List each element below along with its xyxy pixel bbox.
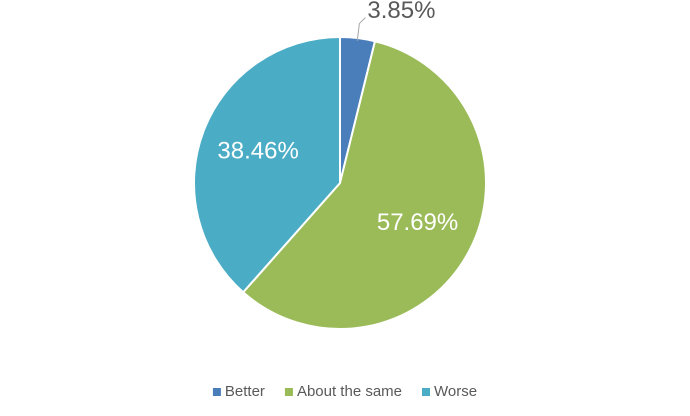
data-label: 3.85% [367,0,435,24]
pie-slice [193,35,341,294]
legend-swatch [212,388,221,396]
legend-label: About the same [297,383,402,400]
pie-slice [241,40,487,330]
legend-label: Worse [434,383,477,400]
legend-swatch [284,388,293,396]
data-label: 57.69% [377,209,458,236]
data-label: 38.46% [217,137,298,164]
leader-line [356,17,366,42]
legend-label: Better [225,383,265,400]
legend-swatch [422,388,431,396]
